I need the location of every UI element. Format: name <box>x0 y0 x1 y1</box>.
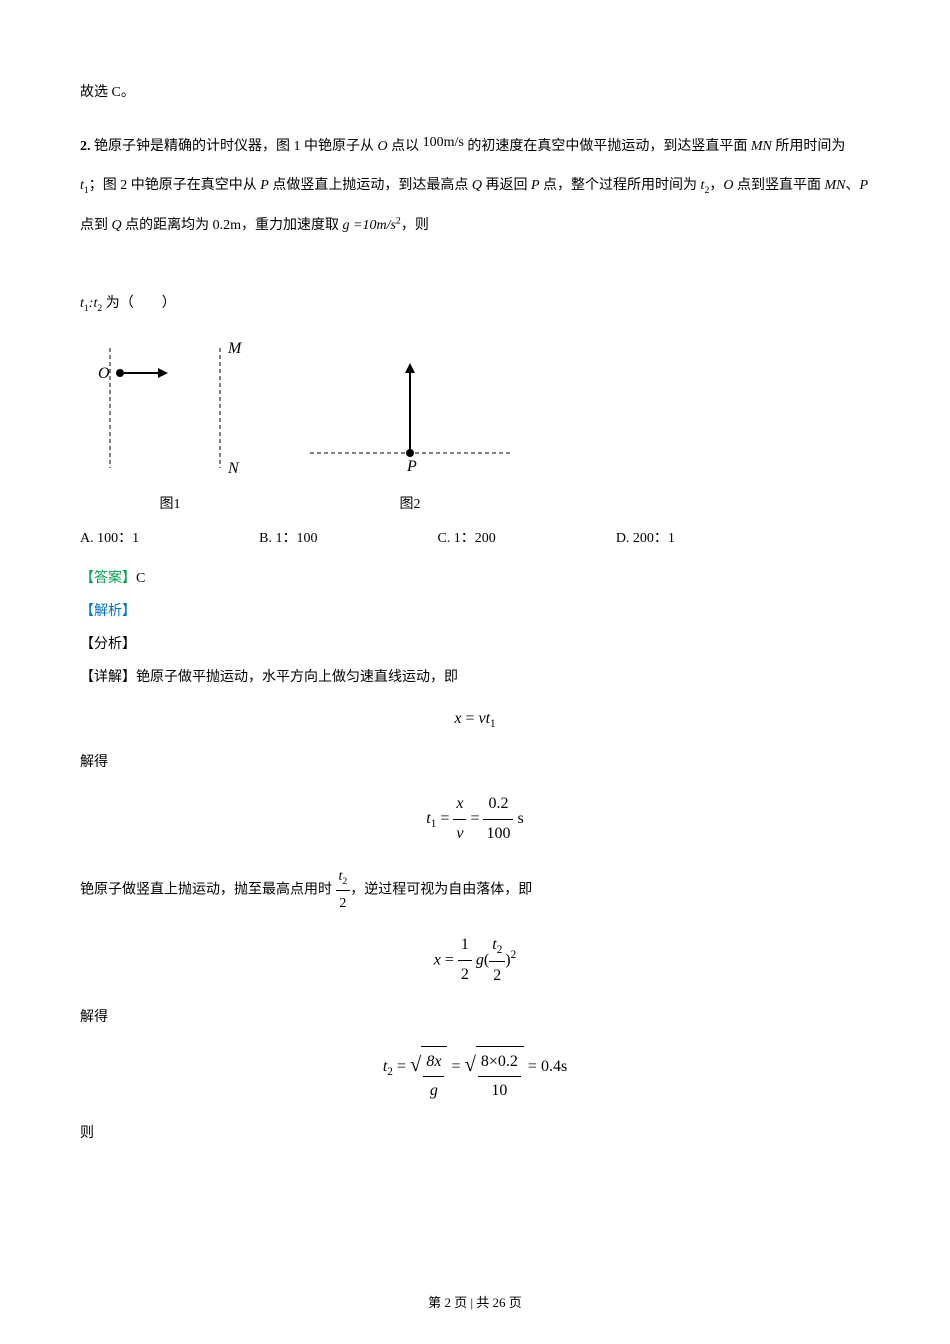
diagram1-O-label: O <box>98 365 110 382</box>
diagram-2-label: 图2 <box>290 492 530 517</box>
equation-4: t2 = √8xg = √8×0.210 = 0.4s <box>80 1046 870 1107</box>
prev-answer: 故选 C。 <box>80 80 870 105</box>
problem-statement: 2. 铯原子钟是精确的计时仪器，图 1 中铯原子从 O 点以 100m/s 的初… <box>80 123 870 323</box>
problem-number: 2. <box>80 139 91 154</box>
diagram-2-svg: P <box>290 338 530 478</box>
detail-text-2: 铯原子做竖直上抛运动，抛至最高点用时 t22，逆过程可视为自由落体，即 <box>80 864 870 917</box>
option-b: B. 1：100 <box>259 526 317 551</box>
detail-line: 【详解】铯原子做平抛运动，水平方向上做匀速直线运动，即 <box>80 665 870 690</box>
diagram-2: P 图2 <box>290 338 530 517</box>
answer-line: 【答案】C <box>80 566 870 591</box>
equation-3: x = 12 g(t22)2 <box>80 931 870 990</box>
page-footer: 第 2 页 | 共 26 页 <box>0 1291 950 1314</box>
diagram1-N-label: N <box>227 460 240 477</box>
equation-2: t1 = xv = 0.2100 s <box>80 790 870 849</box>
then-text: 则 <box>80 1121 870 1146</box>
detail-label: 【详解】 <box>80 670 136 685</box>
diagram-1-svg: O M N <box>90 338 250 478</box>
answer-label: 【答案】 <box>80 571 136 586</box>
equation-1: x = vt1 <box>80 705 870 734</box>
diagram2-P-label: P <box>406 458 417 475</box>
diagram-1-label: 图1 <box>90 492 250 517</box>
analysis-label-2: 【分析】 <box>80 632 870 657</box>
answer-value: C <box>136 571 145 586</box>
option-c: C. 1：200 <box>437 526 495 551</box>
diagram-1: O M N 图1 <box>90 338 250 517</box>
diagrams-container: O M N 图1 P 图2 <box>90 338 870 517</box>
analysis-label: 【解析】 <box>80 599 870 624</box>
solve-1: 解得 <box>80 750 870 775</box>
option-d: D. 200：1 <box>616 526 675 551</box>
option-a: A. 100：1 <box>80 526 139 551</box>
detail-text: 铯原子做平抛运动，水平方向上做匀速直线运动，即 <box>136 670 458 685</box>
solve-2: 解得 <box>80 1005 870 1030</box>
options-row: A. 100：1 B. 1：100 C. 1：200 D. 200：1 <box>80 526 870 551</box>
diagram1-M-label: M <box>227 340 243 357</box>
